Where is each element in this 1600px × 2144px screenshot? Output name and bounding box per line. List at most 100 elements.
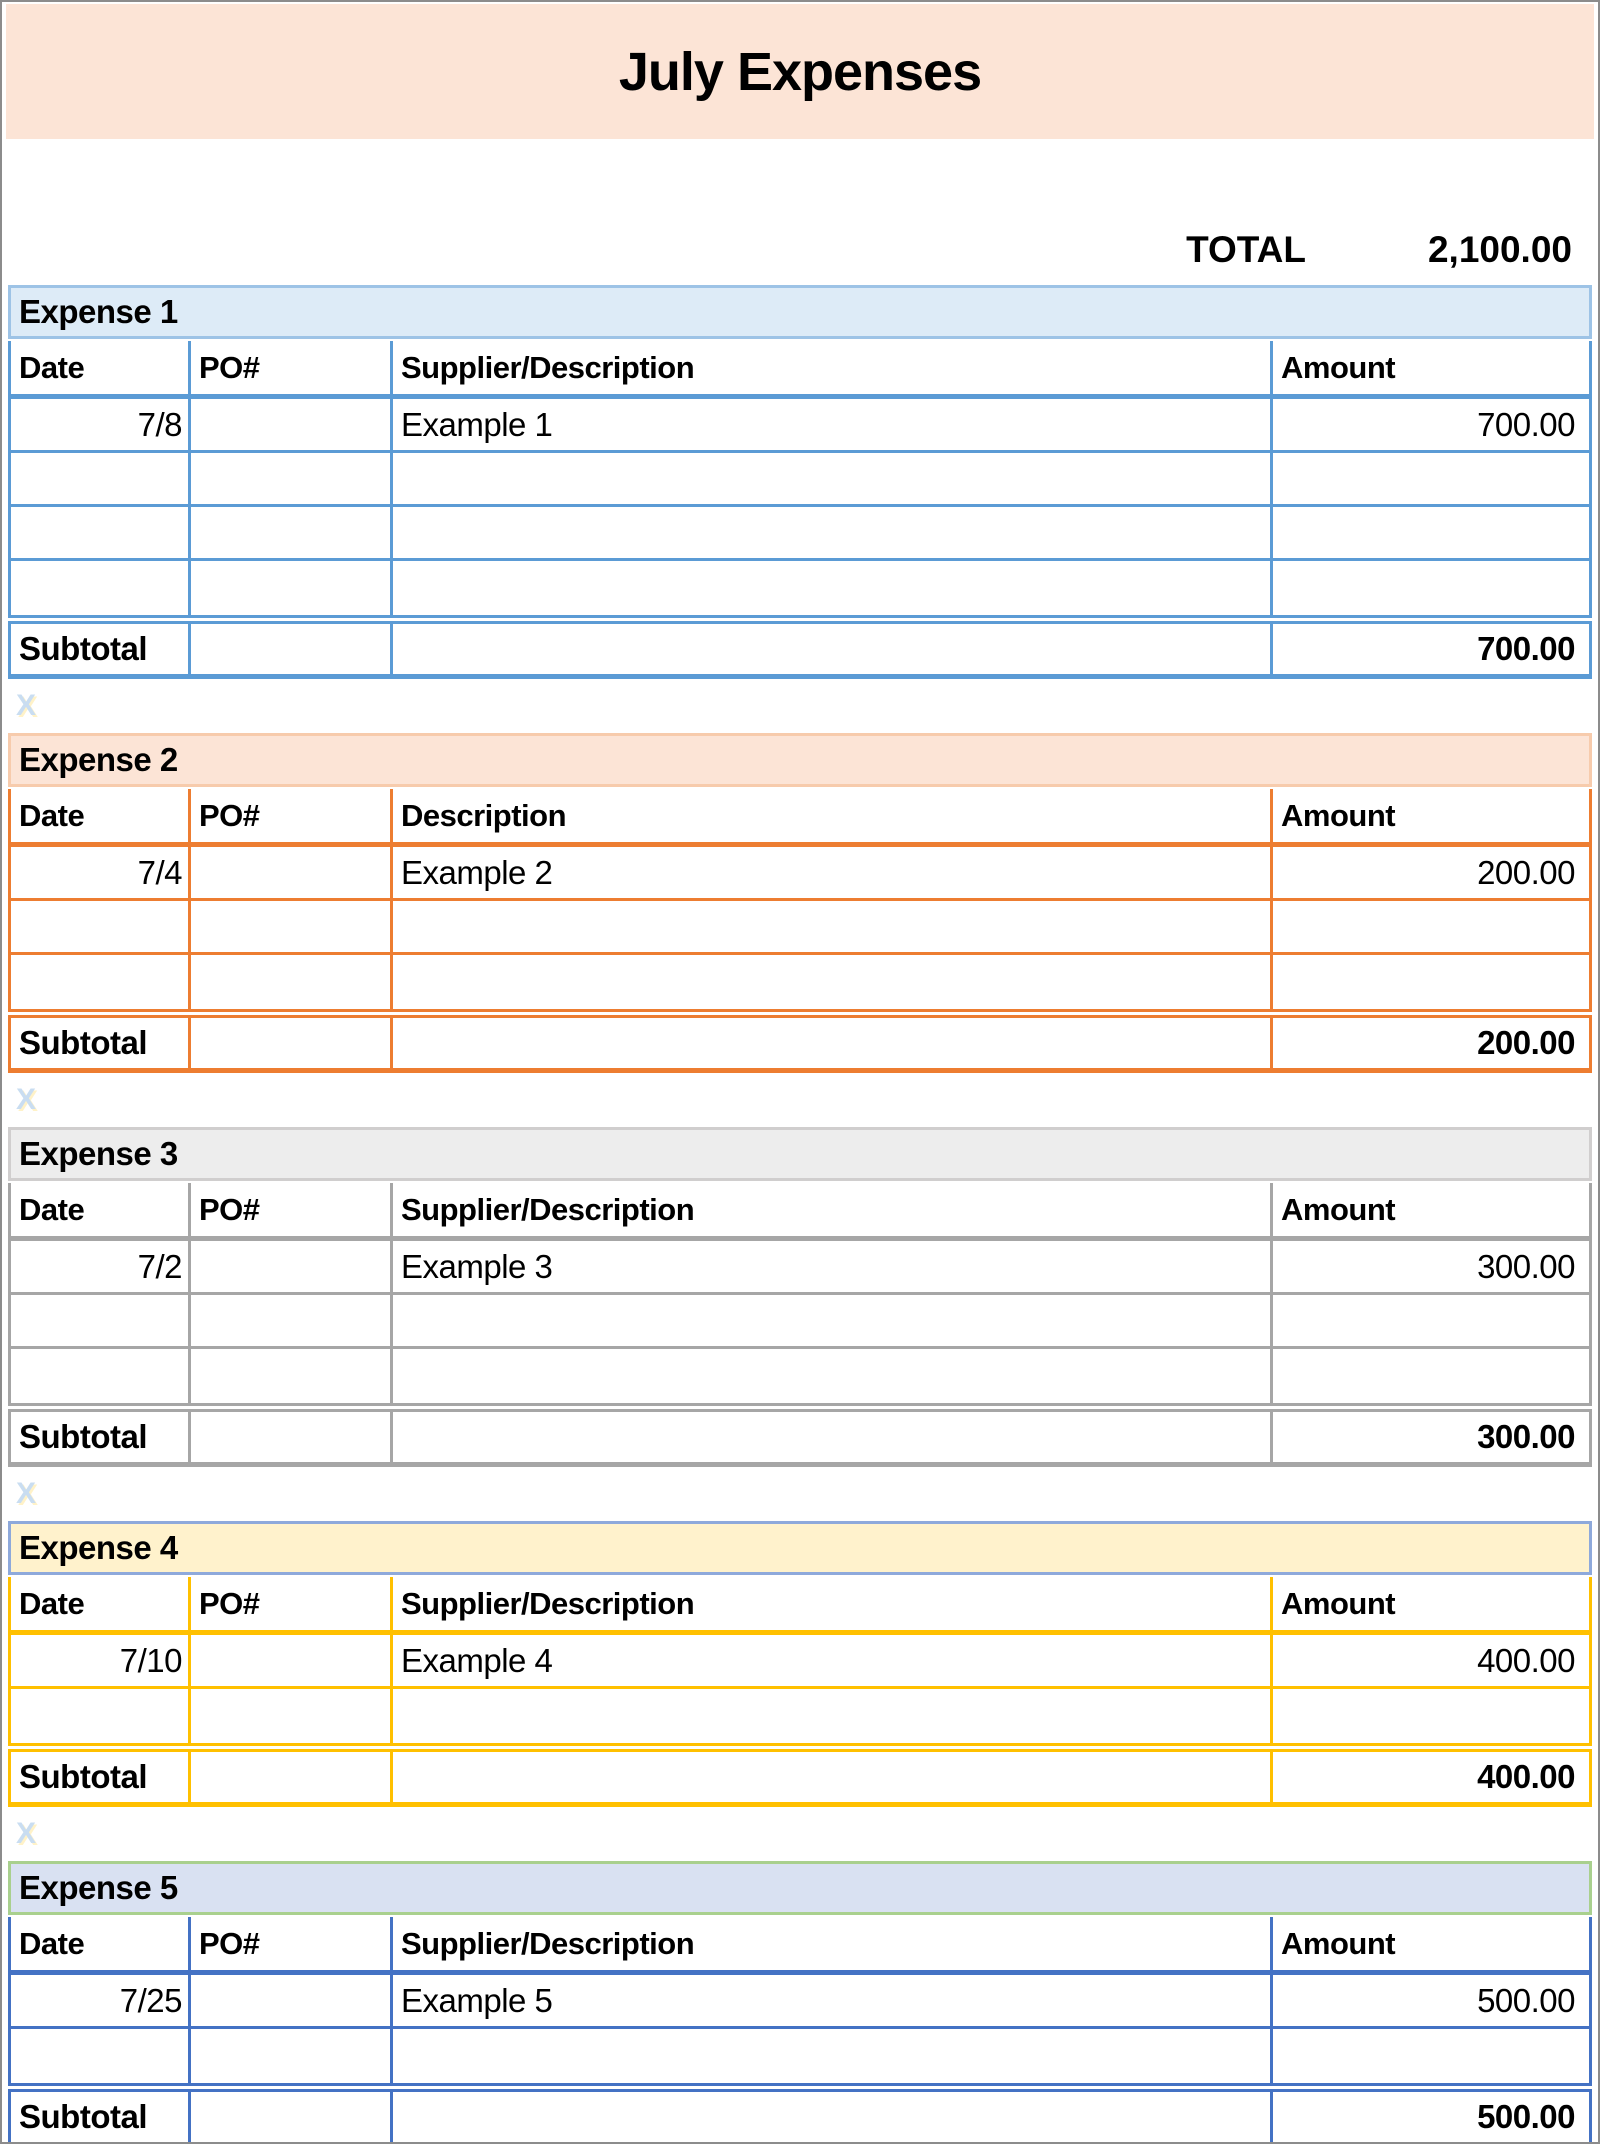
cell-po[interactable] (191, 561, 393, 615)
column-header-amount: Amount (1281, 349, 1396, 385)
cell-date[interactable] (11, 453, 191, 504)
cell-date[interactable]: 7/10 (11, 1635, 191, 1686)
cell-amt[interactable] (1273, 1349, 1589, 1403)
cell-po[interactable] (191, 1635, 393, 1686)
cell-amt[interactable] (1273, 507, 1589, 558)
cell-date[interactable] (11, 1295, 191, 1346)
cell-desc[interactable] (393, 955, 1273, 1009)
column-header-date: Date (11, 1577, 191, 1630)
cell-amt[interactable]: 300.00 (1477, 1247, 1575, 1285)
cell-desc[interactable] (393, 901, 1273, 952)
cell-po[interactable] (191, 847, 393, 898)
tables-host: Expense 1 Date PO# Supplier/Description Amou… (8, 285, 1592, 2142)
cell-po[interactable] (191, 507, 393, 558)
cell-desc[interactable] (393, 453, 1273, 504)
cell-po[interactable] (191, 1241, 393, 1292)
data-rows: 7/10 Example 4 400.00 (8, 1635, 1592, 1746)
cell-date[interactable] (11, 901, 191, 952)
subtotal-row: Subtotal 200.00 (8, 1015, 1592, 1073)
column-header-po-: PO# (191, 1577, 393, 1630)
cell-po[interactable] (191, 1752, 393, 1802)
cell-desc[interactable] (393, 561, 1273, 615)
cell-po[interactable] (191, 453, 393, 504)
subtotal-label: Subtotal (11, 1412, 191, 1462)
cell-date[interactable]: 7/8 (11, 399, 191, 450)
cell-desc[interactable] (393, 1018, 1273, 1068)
cell-amt[interactable]: 700.00 (1477, 405, 1575, 443)
cell-desc[interactable] (393, 2029, 1273, 2083)
subtotal-value[interactable]: 300.00 (1477, 1418, 1575, 1455)
column-header-description: Description (393, 789, 1273, 842)
table-row (11, 1689, 1589, 1743)
table-row (11, 2029, 1589, 2083)
cell-po[interactable] (191, 1975, 393, 2026)
cell-desc[interactable] (393, 507, 1273, 558)
cell-amt[interactable] (1273, 1689, 1589, 1743)
cell-amt[interactable] (1273, 1295, 1589, 1346)
cell-po[interactable] (191, 399, 393, 450)
cell-po[interactable] (191, 1349, 393, 1403)
cell-po[interactable] (191, 624, 393, 674)
cell-desc[interactable]: Example 5 (393, 1975, 1273, 2026)
cell-date[interactable] (11, 561, 191, 615)
cell-amt[interactable]: 400.00 (1477, 1641, 1575, 1679)
table-row (11, 1295, 1589, 1349)
cell-desc[interactable] (393, 1295, 1273, 1346)
subtotal-row: Subtotal 500.00 (8, 2089, 1592, 2142)
watermark-x-icon: X (16, 1817, 37, 1850)
column-header-date: Date (11, 341, 191, 394)
subtotal-row: Subtotal 700.00 (8, 621, 1592, 679)
cell-date[interactable] (11, 2029, 191, 2083)
subtotal-value[interactable]: 400.00 (1477, 1758, 1575, 1795)
table-row: 7/10 Example 4 400.00 (11, 1635, 1589, 1689)
cell-date[interactable]: 7/4 (11, 847, 191, 898)
cell-amt[interactable] (1273, 561, 1589, 615)
cell-po[interactable] (191, 2092, 393, 2142)
cell-desc[interactable] (393, 1349, 1273, 1403)
column-header-date: Date (11, 789, 191, 842)
cell-date[interactable] (11, 955, 191, 1009)
cell-amt[interactable] (1273, 955, 1589, 1009)
cell-amt[interactable]: 500.00 (1477, 1981, 1575, 2019)
subtotal-value[interactable]: 700.00 (1477, 630, 1575, 667)
cell-date[interactable]: 7/25 (11, 1975, 191, 2026)
grand-total-value[interactable]: 2,100.00 (1427, 229, 1572, 270)
table-row (11, 955, 1589, 1009)
column-header-po-: PO# (191, 789, 393, 842)
cell-po[interactable] (191, 2029, 393, 2083)
expense-section: Expense 3 Date PO# Supplier/Description Amou… (8, 1127, 1592, 1467)
cell-desc[interactable] (393, 2092, 1273, 2142)
column-header-date: Date (11, 1183, 191, 1236)
cell-po[interactable] (191, 1412, 393, 1462)
cell-amt[interactable]: 200.00 (1477, 853, 1575, 891)
cell-desc[interactable] (393, 1412, 1273, 1462)
cell-po[interactable] (191, 955, 393, 1009)
cell-date[interactable] (11, 1349, 191, 1403)
subtotal-value[interactable]: 200.00 (1477, 1024, 1575, 1061)
subtotal-value[interactable]: 500.00 (1477, 2098, 1575, 2135)
section-gap: X (8, 679, 1592, 733)
cell-date[interactable] (11, 1689, 191, 1743)
subtotal-row: Subtotal 400.00 (8, 1749, 1592, 1807)
cell-amt[interactable] (1273, 2029, 1589, 2083)
cell-po[interactable] (191, 901, 393, 952)
cell-desc[interactable]: Example 1 (393, 399, 1273, 450)
column-header-row: Date PO# Description Amount (8, 789, 1592, 847)
column-header-supplier-description: Supplier/Description (393, 341, 1273, 394)
cell-desc[interactable]: Example 3 (393, 1241, 1273, 1292)
cell-po[interactable] (191, 1018, 393, 1068)
cell-desc[interactable] (393, 1752, 1273, 1802)
cell-amt[interactable] (1273, 901, 1589, 952)
table-row (11, 1349, 1589, 1403)
cell-amt[interactable] (1273, 453, 1589, 504)
cell-date[interactable] (11, 507, 191, 558)
cell-desc[interactable]: Example 4 (393, 1635, 1273, 1686)
cell-desc[interactable] (393, 624, 1273, 674)
cell-desc[interactable] (393, 1689, 1273, 1743)
cell-po[interactable] (191, 1689, 393, 1743)
cell-desc[interactable]: Example 2 (393, 847, 1273, 898)
cell-date[interactable]: 7/2 (11, 1241, 191, 1292)
expense-section-title: Expense 2 (8, 733, 1592, 787)
cell-po[interactable] (191, 1295, 393, 1346)
